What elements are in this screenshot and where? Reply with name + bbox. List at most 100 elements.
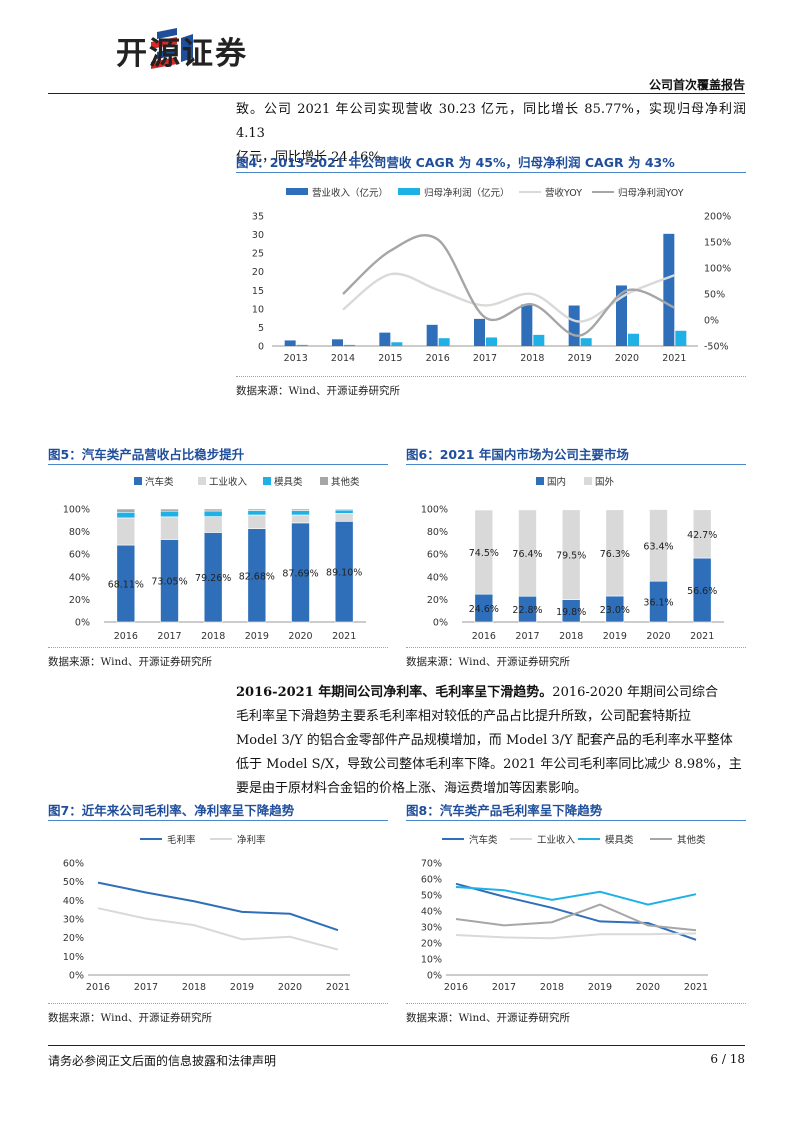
bar-net-profit — [675, 330, 687, 346]
stacked-segment — [160, 508, 179, 512]
y-left-tick: 15 — [252, 286, 264, 297]
series-line — [455, 886, 697, 906]
bar-revenue — [379, 332, 391, 346]
intro-line: 致。公司 2021 年公司实现营收 30.23 亿元，同比增长 85.77%，实… — [236, 102, 746, 141]
x-tick: 2021 — [326, 982, 350, 993]
stacked-segment — [203, 508, 223, 512]
legend-label: 营收YOY — [545, 187, 582, 199]
x-tick: 2018 — [182, 982, 206, 993]
data-label: 23.0% — [600, 605, 630, 616]
y-right-tick: 50% — [704, 290, 725, 301]
legend-swatch — [536, 477, 544, 485]
bar-revenue — [521, 304, 533, 346]
x-tick: 2018 — [540, 982, 564, 993]
body-line: Model 3/Y 的铝合金零部件产品规模增加，而 Model 3/Y 配套产品… — [236, 733, 733, 748]
stacked-segment — [334, 509, 354, 514]
legend-label: 汽车类 — [469, 834, 498, 846]
legend-swatch — [398, 188, 420, 195]
fig8-title: 图8：汽车类产品毛利率呈下降趋势 — [406, 803, 603, 818]
fig6-top-rule — [406, 464, 746, 465]
y-tick: 50% — [63, 877, 84, 888]
y-tick: 40% — [63, 896, 84, 907]
bar-net-profit — [533, 334, 545, 346]
y-tick: 0% — [75, 618, 90, 629]
x-tick: 2016 — [86, 982, 110, 993]
stacked-segment — [247, 508, 267, 511]
stacked-segment — [160, 516, 179, 540]
legend-swatch — [584, 477, 592, 485]
y-tick: 10% — [63, 952, 84, 963]
data-label: 76.3% — [600, 549, 630, 560]
x-tick: 2017 — [157, 631, 181, 642]
fig7-chart: 毛利率 净利率 0% 10% 20% 30% 40% 50% 60% 2016 2017 2018 20… — [63, 834, 350, 993]
stacked-segment — [649, 509, 668, 582]
y-tick: 80% — [427, 527, 448, 538]
x-tick: 2015 — [378, 353, 402, 364]
footer-rule — [48, 1045, 745, 1046]
legend-label: 国内 — [547, 476, 566, 488]
x-tick: 2017 — [515, 631, 539, 642]
data-label: 79.26% — [195, 573, 231, 584]
y-tick: 0% — [69, 971, 84, 982]
brand-name: 开源证券 — [116, 36, 248, 72]
intro-paragraph: 致。公司 2021 年公司实现营收 30.23 亿元，同比增长 85.77%，实… — [236, 98, 746, 170]
fig4-top-rule — [236, 172, 746, 173]
legend-label: 模具类 — [605, 834, 634, 846]
legend-swatch — [198, 477, 206, 485]
legend-swatch — [263, 477, 271, 485]
data-label: 87.69% — [282, 568, 318, 579]
y-left-tick: 5 — [258, 323, 264, 334]
body-paragraph: 2016-2021 年期间公司净利率、毛利率呈下滑趋势。2016-2020 年期… — [236, 681, 746, 801]
legend-label: 模具类 — [274, 476, 303, 488]
x-tick: 2017 — [473, 353, 497, 364]
x-tick: 2021 — [332, 631, 356, 642]
y-tick: 0% — [433, 618, 448, 629]
bar-net-profit — [628, 333, 639, 346]
stacked-segment — [291, 508, 310, 511]
stacked-segment — [116, 511, 136, 519]
y-tick: 100% — [421, 505, 448, 516]
bar-revenue — [426, 324, 438, 346]
legend-label: 归母净利润YOY — [618, 187, 684, 199]
legend-label: 营业收入（亿元） — [312, 187, 388, 199]
footer-disclaimer: 请务必参阅正文后面的信息披露和法律声明 — [48, 1054, 277, 1068]
legend-swatch — [286, 188, 308, 195]
fig5-title: 图5：汽车类产品营收占比稳步提升 — [48, 447, 245, 462]
header-rule — [48, 93, 745, 94]
data-label: 74.5% — [469, 548, 499, 559]
x-tick: 2019 — [568, 353, 592, 364]
x-tick: 2014 — [331, 353, 355, 364]
y-tick: 60% — [69, 550, 90, 561]
legend-label: 工业收入 — [537, 834, 576, 846]
legend-swatch — [134, 477, 142, 485]
data-label: 22.8% — [512, 605, 542, 616]
series-line — [455, 932, 697, 940]
legend-label: 工业收入 — [209, 476, 248, 488]
bar-net-profit — [391, 342, 403, 346]
fig5-bottom-rule — [48, 647, 388, 648]
y-left-tick: 30 — [252, 230, 264, 241]
body-line: 毛利率呈下滑趋势主要系毛利率相对较低的产品占比提升所致，公司配套特斯拉 — [236, 709, 692, 724]
legend-label: 归母净利润（亿元） — [424, 187, 510, 199]
fig7-title: 图7：近年来公司毛利率、净利率呈下降趋势 — [48, 803, 295, 818]
x-tick: 2019 — [588, 982, 612, 993]
y-tick: 60% — [427, 550, 448, 561]
bar-net-profit — [580, 338, 592, 346]
y-tick: 20% — [421, 939, 442, 950]
fig8-top-rule — [406, 820, 746, 821]
data-label: 19.8% — [556, 607, 586, 618]
series-line — [455, 903, 697, 932]
y-right-tick: 200% — [704, 212, 731, 223]
fig4-bottom-rule — [236, 376, 746, 377]
y-tick: 50% — [421, 891, 442, 902]
bar-net-profit — [296, 344, 308, 346]
x-tick: 2019 — [230, 982, 254, 993]
x-tick: 2020 — [636, 982, 660, 993]
fig5-top-rule — [48, 464, 388, 465]
x-tick: 2016 — [472, 631, 496, 642]
stacked-segment — [160, 510, 179, 518]
body-line: 要是由于原材料合金铝的价格上涨、海运费增加等因素影响。 — [236, 781, 588, 796]
data-label: 24.6% — [469, 604, 499, 615]
x-tick: 2017 — [134, 982, 158, 993]
x-tick: 2020 — [646, 631, 670, 642]
